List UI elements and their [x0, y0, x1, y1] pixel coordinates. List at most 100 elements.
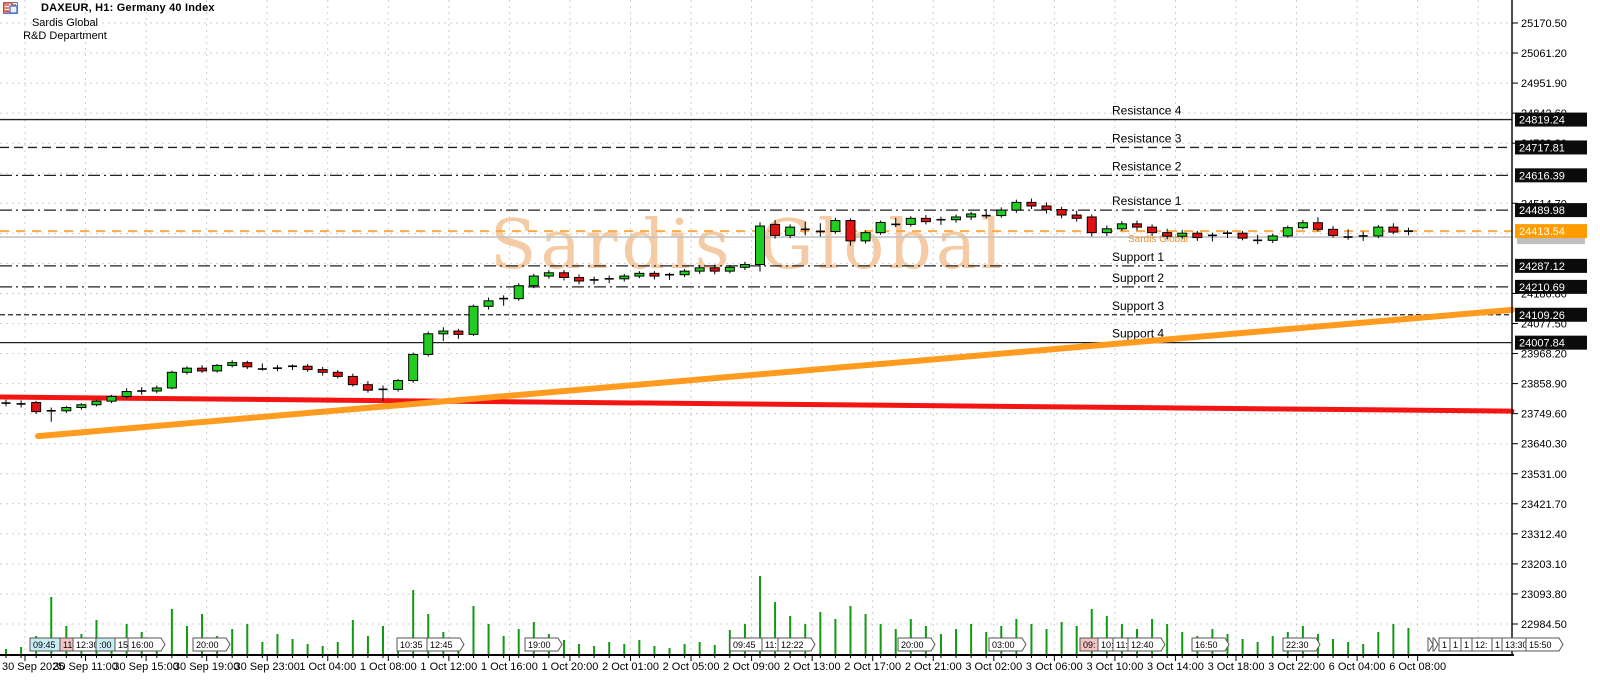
candlestick [1192, 230, 1203, 241]
candlestick [543, 270, 554, 279]
time-flag-box[interactable] [1127, 637, 1166, 652]
time-flag-label: 16:00 [131, 640, 154, 650]
level-price-marker-text: 24819.24 [1519, 115, 1565, 127]
level-support-3[interactable]: Support 3 [0, 299, 1512, 316]
candlestick [288, 364, 298, 371]
level-resistance-2[interactable]: Resistance 2 [0, 159, 1512, 176]
time-flag[interactable]: 20:00 [897, 637, 936, 652]
time-flag[interactable]: 03:00 [988, 637, 1027, 652]
level-price-marker-text: 24489.98 [1519, 205, 1565, 217]
price-tick-label: 25061.20 [1521, 48, 1567, 60]
candle-body [151, 387, 162, 392]
time-flag-label: 19:00 [528, 640, 551, 650]
time-flag[interactable]: 22:30 [1282, 637, 1321, 652]
time-flag-box[interactable] [192, 637, 231, 652]
candle-body [1132, 223, 1142, 228]
candle-body [332, 371, 343, 377]
time-flag-label: 20:00 [901, 640, 924, 650]
time-flag[interactable]: 19:00 [524, 637, 563, 652]
candle-body [31, 402, 42, 413]
candle-body [558, 272, 569, 278]
level-label: Resistance 1 [1112, 194, 1182, 208]
candlestick [227, 360, 238, 368]
time-flag-box[interactable] [524, 637, 563, 652]
time-flag-box[interactable] [1432, 637, 1439, 652]
time-flag-box[interactable] [1525, 637, 1564, 652]
level-support-4[interactable]: Support 4 [0, 327, 1512, 344]
level-price-marker [1515, 112, 1587, 127]
candle-body [121, 391, 132, 397]
candle-body [920, 217, 931, 223]
candle-body [755, 225, 765, 266]
price-axis[interactable]: 25170.5025061.2024951.9024842.6024733.30… [1512, 18, 1567, 631]
time-label: 2 Oct 21:00 [905, 661, 962, 673]
time-flag-label: 03:00 [992, 640, 1015, 650]
red-trendline[interactable] [0, 394, 1515, 414]
time-flag[interactable]: 12:40 [1127, 637, 1166, 652]
candle-body [1297, 222, 1308, 229]
candle-body [543, 272, 554, 277]
brand-watermark: Sardis Global R&D Department [4, 17, 126, 43]
level-support-1[interactable]: Support 1 [0, 250, 1512, 267]
time-flag-box[interactable] [897, 637, 936, 652]
candle-body [770, 223, 781, 236]
time-flag[interactable] [1427, 637, 1434, 652]
candlestick [16, 400, 26, 408]
time-flag[interactable]: 12:45 [426, 637, 465, 652]
candlestick [665, 272, 675, 280]
time-flag[interactable]: 16:00 [127, 637, 166, 652]
candle-body [1011, 201, 1022, 211]
time-flag-box[interactable] [426, 637, 465, 652]
candlestick [739, 261, 750, 271]
time-flag-box[interactable] [988, 637, 1027, 652]
time-label: 2 Oct 01:00 [602, 661, 659, 673]
time-flag[interactable]: 15:50 [1525, 637, 1564, 652]
time-flag-box[interactable] [1427, 637, 1434, 652]
time-label: 30 Sep 2025 [2, 661, 64, 673]
time-flag[interactable]: 12:22 [777, 637, 816, 652]
candlestick [317, 366, 328, 376]
level-support-2[interactable]: Support 2 [0, 271, 1512, 288]
orange-trendline[interactable] [35, 306, 1515, 440]
candlestick [1011, 199, 1022, 213]
candlestick [1267, 233, 1278, 244]
time-flag-box[interactable] [1191, 637, 1230, 652]
time-flag-label: 15: [118, 640, 131, 650]
time-flag[interactable] [1432, 637, 1439, 652]
time-flag[interactable]: 20:00 [192, 637, 231, 652]
candle-body [393, 380, 404, 390]
level-resistance-3[interactable]: Resistance 3 [0, 131, 1512, 149]
time-flag-box[interactable] [127, 637, 166, 652]
chart-header: DAXEUR, H1: Germany 40 Index [3, 2, 215, 14]
candlestick [1041, 202, 1052, 214]
time-flag[interactable]: 16:50 [1191, 637, 1230, 652]
time-flags[interactable]: 09:45 11: 12:30:00 15: 16:00 20:00 10:35 12:45 1… [29, 637, 1564, 652]
candle-body [574, 276, 585, 282]
time-label: 30 Sep 11:00 [53, 661, 118, 673]
level-label: Support 3 [1112, 299, 1164, 313]
candle-body [1056, 209, 1067, 216]
time-flag-box[interactable] [1282, 637, 1321, 652]
candle-body [1373, 226, 1384, 237]
candlestick [1373, 224, 1384, 239]
candlestick [347, 373, 358, 387]
chart-type-icon[interactable] [3, 2, 37, 14]
level-resistance-1[interactable]: Resistance 1 [0, 194, 1512, 211]
time-label: 30 Sep 23:00 [234, 661, 299, 673]
time-label: 3 Oct 18:00 [1208, 661, 1265, 673]
candlestick [619, 273, 630, 282]
price-tick-label: 23531.00 [1521, 469, 1567, 481]
time-flag-box[interactable] [777, 637, 816, 652]
candle-body [785, 226, 796, 236]
candlestick [423, 331, 434, 357]
level-resistance-4[interactable]: Resistance 4 [0, 104, 1512, 121]
candle-body [91, 400, 102, 406]
candle-body [830, 220, 841, 233]
time-flag[interactable]: 09:45 [729, 637, 768, 652]
candlestick [468, 304, 479, 337]
candle-body [242, 362, 253, 368]
